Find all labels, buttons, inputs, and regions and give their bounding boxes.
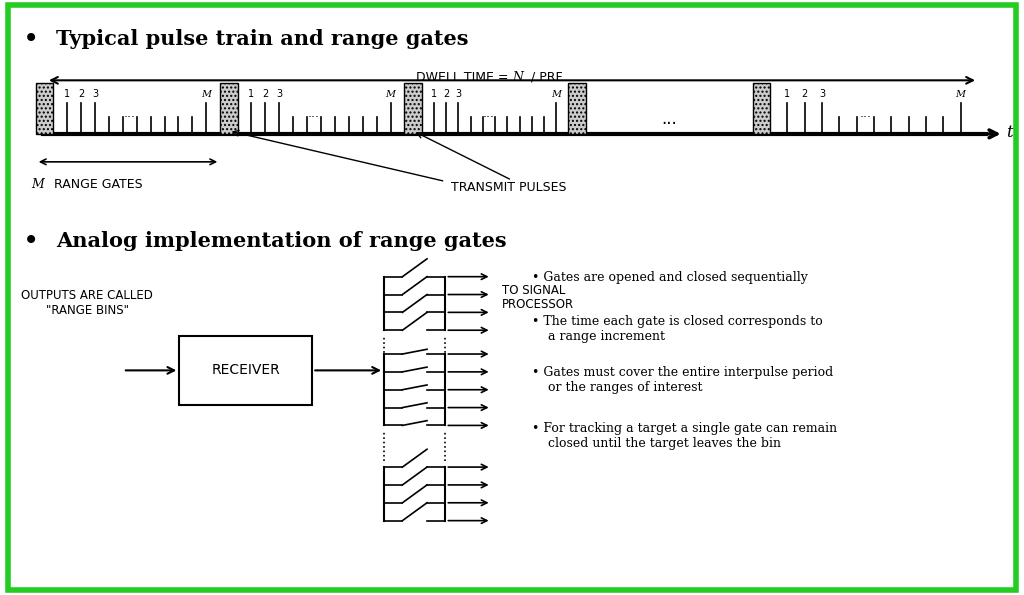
Text: M: M	[31, 178, 43, 192]
Text: RANGE GATES: RANGE GATES	[54, 178, 143, 192]
Text: •: •	[23, 227, 39, 255]
Text: • Gates are opened and closed sequentially: • Gates are opened and closed sequential…	[532, 271, 808, 284]
Text: 1: 1	[431, 89, 437, 99]
Text: 2: 2	[78, 89, 84, 99]
Text: • For tracking a target a single gate can remain
    closed until the target lea: • For tracking a target a single gate ca…	[532, 422, 838, 450]
Text: 3: 3	[92, 89, 98, 99]
Text: ...: ...	[662, 110, 677, 128]
Text: / PRF: / PRF	[527, 71, 563, 84]
Text: ...: ...	[308, 107, 321, 120]
Text: •: •	[23, 24, 39, 53]
Text: • The time each gate is closed corresponds to
    a range increment: • The time each gate is closed correspon…	[532, 315, 823, 343]
Text: 3: 3	[819, 89, 825, 99]
Text: Analog implementation of range gates: Analog implementation of range gates	[56, 231, 507, 251]
Text: 2: 2	[802, 89, 808, 99]
Text: M: M	[551, 90, 561, 99]
Text: 1: 1	[784, 89, 791, 99]
Text: Typical pulse train and range gates: Typical pulse train and range gates	[56, 29, 469, 49]
Text: N: N	[512, 71, 523, 84]
Bar	[179, 336, 312, 405]
Bar	[36, 83, 53, 134]
Text: TRANSMIT PULSES: TRANSMIT PULSES	[451, 181, 566, 195]
Text: DWELL TIME =: DWELL TIME =	[416, 71, 512, 84]
Text: TO SIGNAL
PROCESSOR: TO SIGNAL PROCESSOR	[502, 283, 573, 312]
Text: 2: 2	[262, 89, 268, 99]
Text: • Gates must cover the entire interpulse period
    or the ranges of interest: • Gates must cover the entire interpulse…	[532, 366, 834, 394]
Text: ...: ...	[859, 107, 871, 120]
Text: M: M	[386, 90, 395, 99]
Text: OUTPUTS ARE CALLED
"RANGE BINS": OUTPUTS ARE CALLED "RANGE BINS"	[22, 289, 153, 318]
Text: 3: 3	[276, 89, 283, 99]
Bar	[220, 83, 238, 134]
Bar	[404, 83, 422, 134]
Text: 1: 1	[249, 89, 255, 99]
Text: 3: 3	[456, 89, 462, 99]
Text: t: t	[1007, 124, 1013, 141]
Text: M: M	[202, 90, 211, 99]
Text: M: M	[955, 90, 966, 99]
Text: 1: 1	[65, 89, 71, 99]
Text: RECEIVER: RECEIVER	[211, 364, 281, 377]
Bar	[753, 83, 770, 134]
Text: ...: ...	[483, 107, 495, 120]
Text: ...: ...	[124, 107, 136, 120]
Bar	[568, 83, 586, 134]
Text: 2: 2	[443, 89, 450, 99]
